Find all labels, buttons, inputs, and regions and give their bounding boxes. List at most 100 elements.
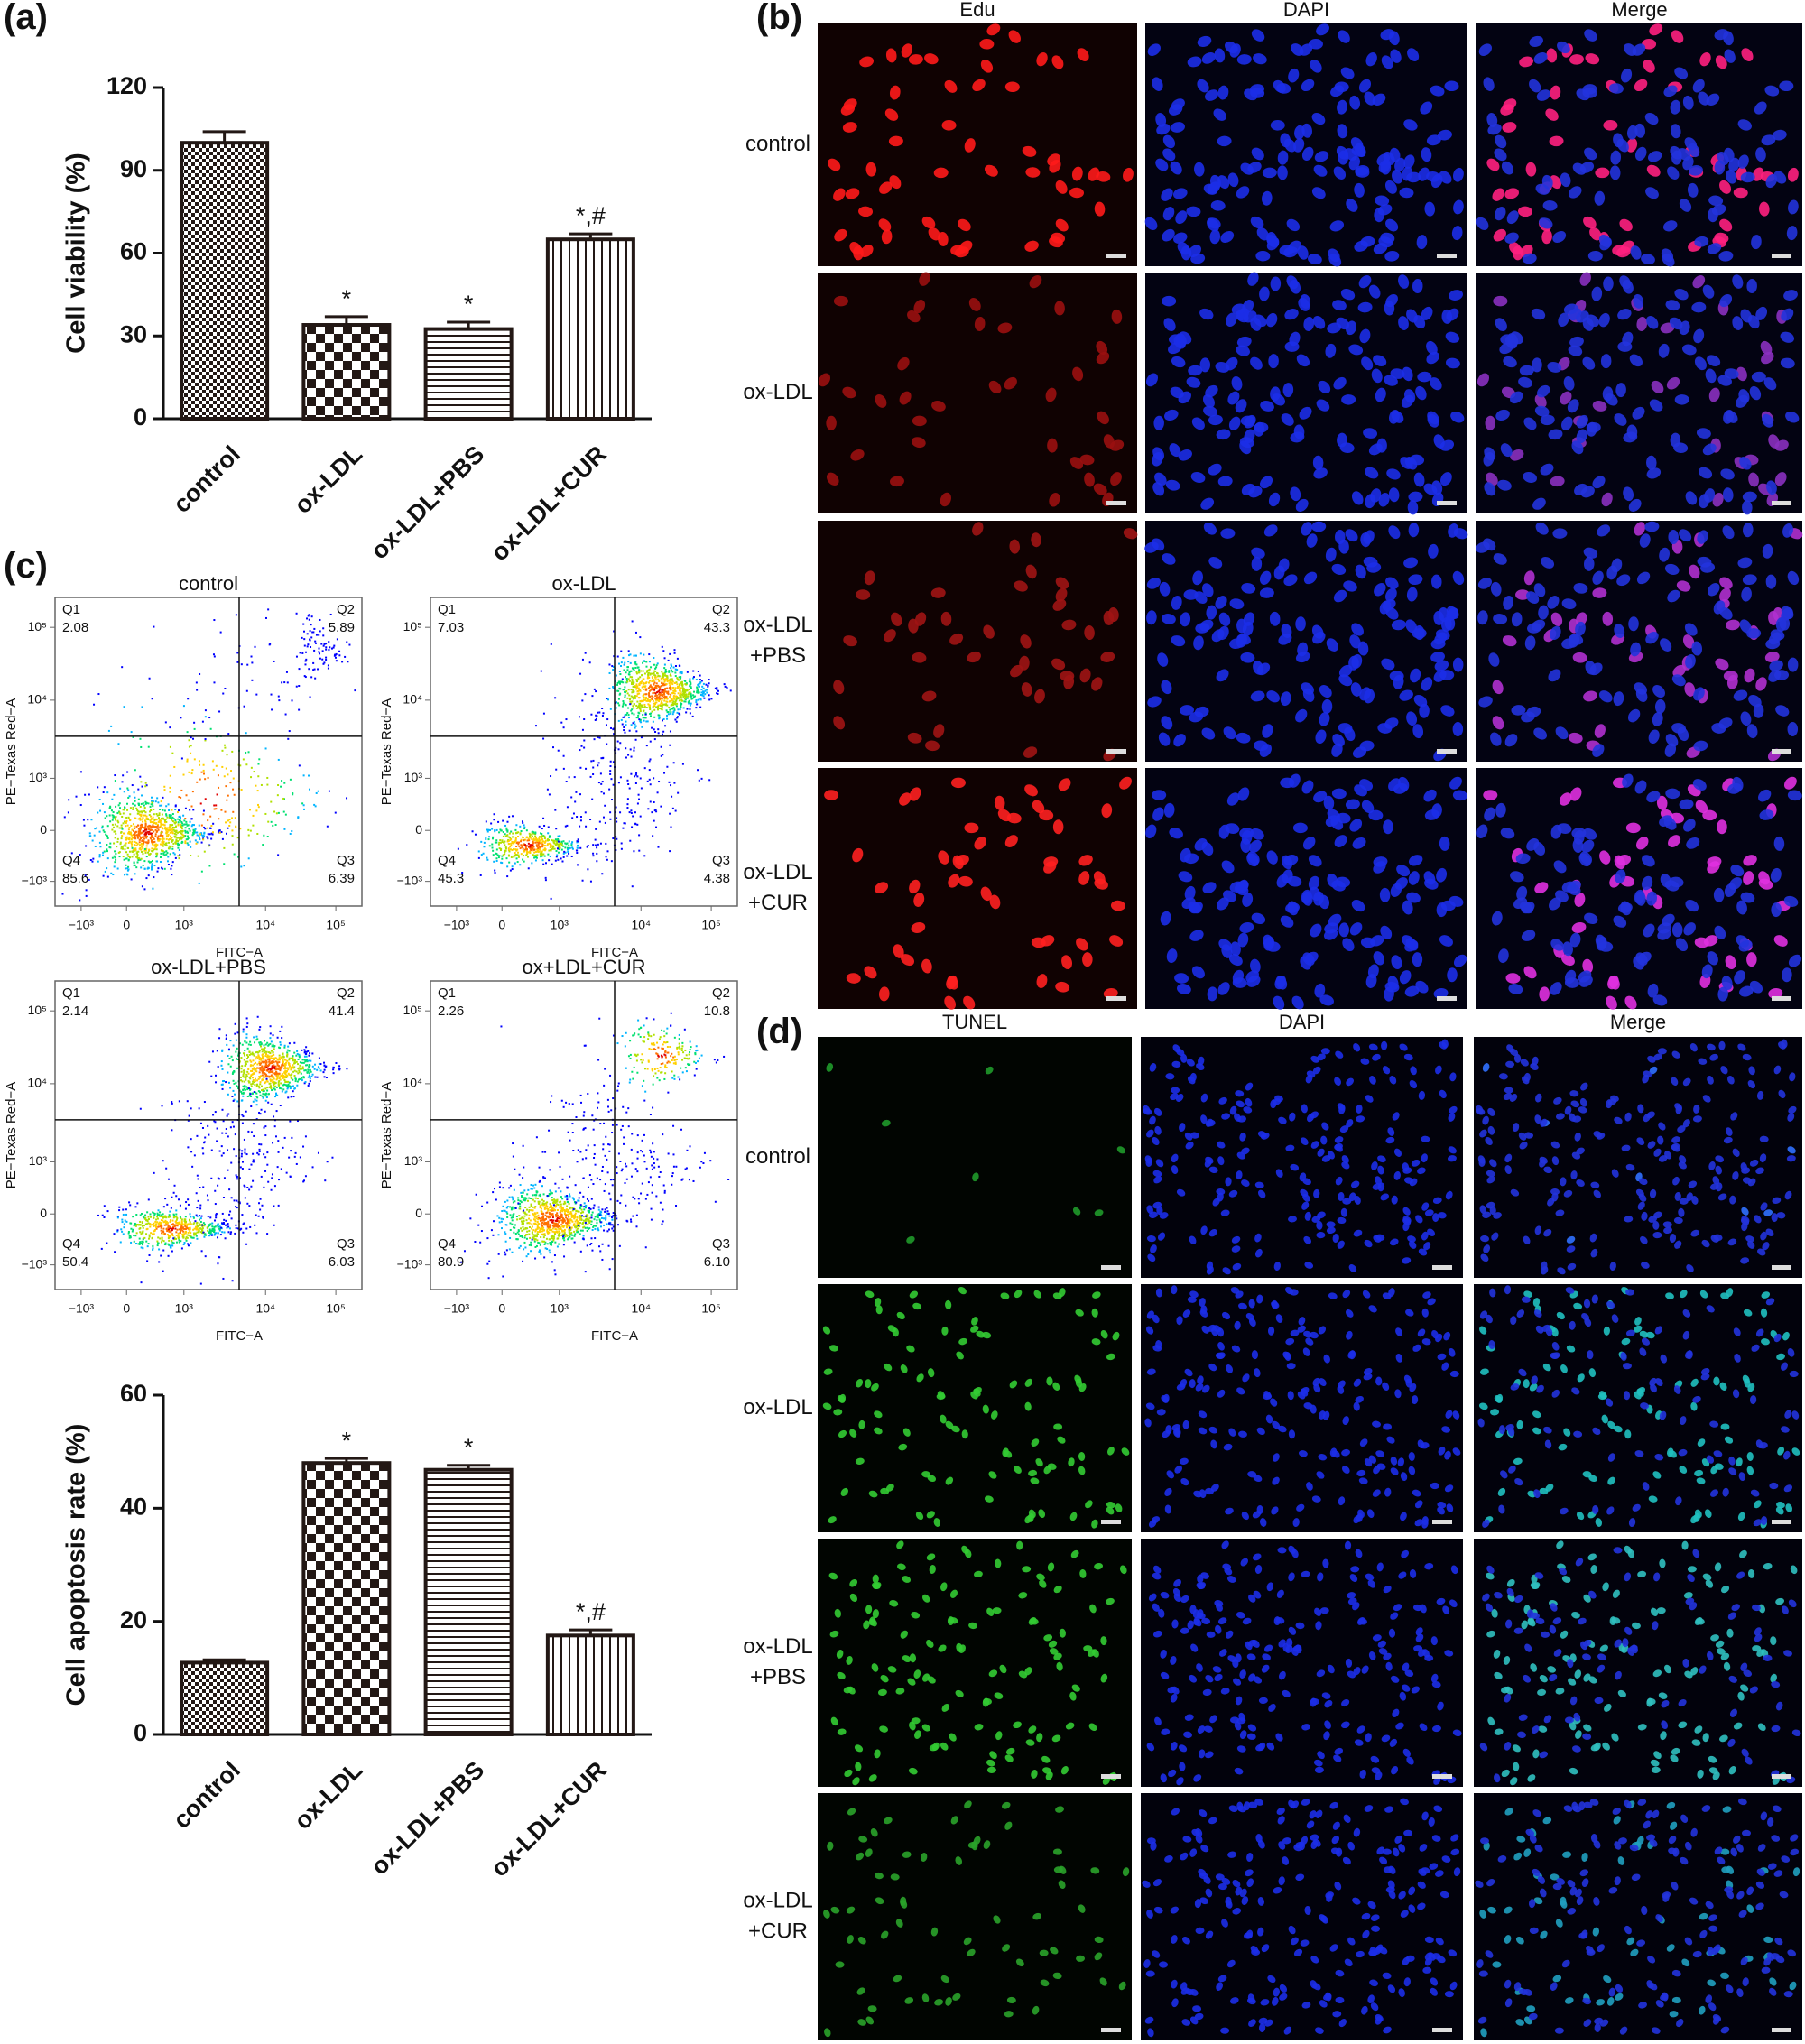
event-dot <box>697 689 699 691</box>
event-dot <box>308 668 310 671</box>
event-dot <box>281 681 283 684</box>
event-dot <box>156 1244 159 1247</box>
event-dot <box>156 797 159 800</box>
event-dot <box>667 690 670 693</box>
event-dot <box>558 845 560 847</box>
event-dot <box>595 690 597 693</box>
event-dot <box>652 692 654 695</box>
event-dot <box>315 634 318 636</box>
event-dot <box>666 704 669 707</box>
event-dot <box>178 819 180 821</box>
event-dot <box>114 819 116 821</box>
event-dot <box>266 1068 269 1071</box>
event-dot <box>259 1068 262 1070</box>
event-dot <box>680 684 683 687</box>
event-dot <box>292 793 294 796</box>
event-dot <box>528 832 531 835</box>
event-dot <box>257 1153 260 1156</box>
event-dot <box>134 1235 137 1237</box>
event-dot <box>581 728 584 731</box>
event-dot <box>227 773 229 776</box>
event-dot <box>486 830 489 833</box>
event-dot <box>519 1205 522 1207</box>
event-dot <box>328 641 330 643</box>
event-dot <box>175 1235 178 1237</box>
event-dot <box>637 714 640 717</box>
event-dot <box>639 777 642 780</box>
event-dot <box>649 740 652 743</box>
event-dot <box>215 1074 218 1077</box>
event-dot <box>190 1232 192 1235</box>
event-dot <box>176 1217 179 1220</box>
event-dot <box>164 828 167 830</box>
event-dot <box>110 725 113 727</box>
event-dot <box>652 687 654 689</box>
event-dot <box>317 1066 319 1068</box>
event-dot <box>140 802 143 805</box>
event-dot <box>201 1227 204 1230</box>
event-dot <box>150 796 153 799</box>
event-dot <box>624 661 626 664</box>
event-dot <box>147 833 150 836</box>
event-dot <box>275 1068 278 1071</box>
event-dot <box>286 1053 289 1056</box>
event-dot <box>514 862 516 865</box>
event-dot <box>679 679 681 681</box>
event-dot <box>283 1059 286 1061</box>
event-dot <box>681 690 684 693</box>
event-dot <box>654 698 657 700</box>
event-dot <box>158 839 161 842</box>
event-dot <box>276 1062 279 1065</box>
event-dot <box>148 677 151 680</box>
y-tick-label: 0 <box>415 822 422 837</box>
event-dot <box>84 793 87 796</box>
event-dot <box>305 658 308 661</box>
event-dot <box>277 1065 280 1068</box>
event-dot <box>653 809 656 812</box>
event-dot <box>271 1060 273 1063</box>
event-dot <box>145 847 148 850</box>
event-dot <box>279 1105 282 1107</box>
event-dot <box>301 1068 303 1070</box>
event-dot <box>213 1231 216 1234</box>
event-dot <box>670 667 672 670</box>
event-dot <box>187 1146 190 1149</box>
event-dot <box>563 1208 566 1211</box>
event-dot <box>611 665 614 668</box>
event-dot <box>245 732 247 735</box>
event-dot <box>716 687 718 689</box>
event-dot <box>224 1237 227 1240</box>
event-dot <box>196 1231 199 1234</box>
event-dot <box>531 832 533 835</box>
event-dot <box>140 850 143 853</box>
event-dot <box>657 698 660 701</box>
event-dot <box>130 838 133 841</box>
event-dot <box>304 1052 307 1055</box>
event-dot <box>642 661 644 664</box>
event-dot <box>303 644 306 647</box>
event-dot <box>589 775 592 778</box>
event-dot <box>643 719 645 722</box>
event-dot <box>279 1078 282 1081</box>
event-dot <box>120 1228 123 1231</box>
event-dot <box>301 636 303 639</box>
event-dot <box>177 818 180 820</box>
event-dot <box>174 819 177 821</box>
event-dot <box>669 673 671 676</box>
event-dot <box>576 840 579 843</box>
event-dot <box>498 847 501 850</box>
event-dot <box>245 1243 248 1245</box>
event-dot <box>670 826 672 828</box>
event-dot <box>275 812 278 815</box>
event-dot <box>544 840 547 843</box>
event-dot <box>541 1185 543 1188</box>
event-dot <box>303 808 306 810</box>
event-dot <box>466 844 468 846</box>
event-dot <box>587 1228 589 1231</box>
event-dot <box>557 749 560 752</box>
event-dot <box>589 880 592 883</box>
event-dot <box>161 1214 163 1216</box>
event-dot <box>643 653 645 656</box>
event-dot <box>144 823 147 826</box>
event-dot <box>534 850 537 853</box>
